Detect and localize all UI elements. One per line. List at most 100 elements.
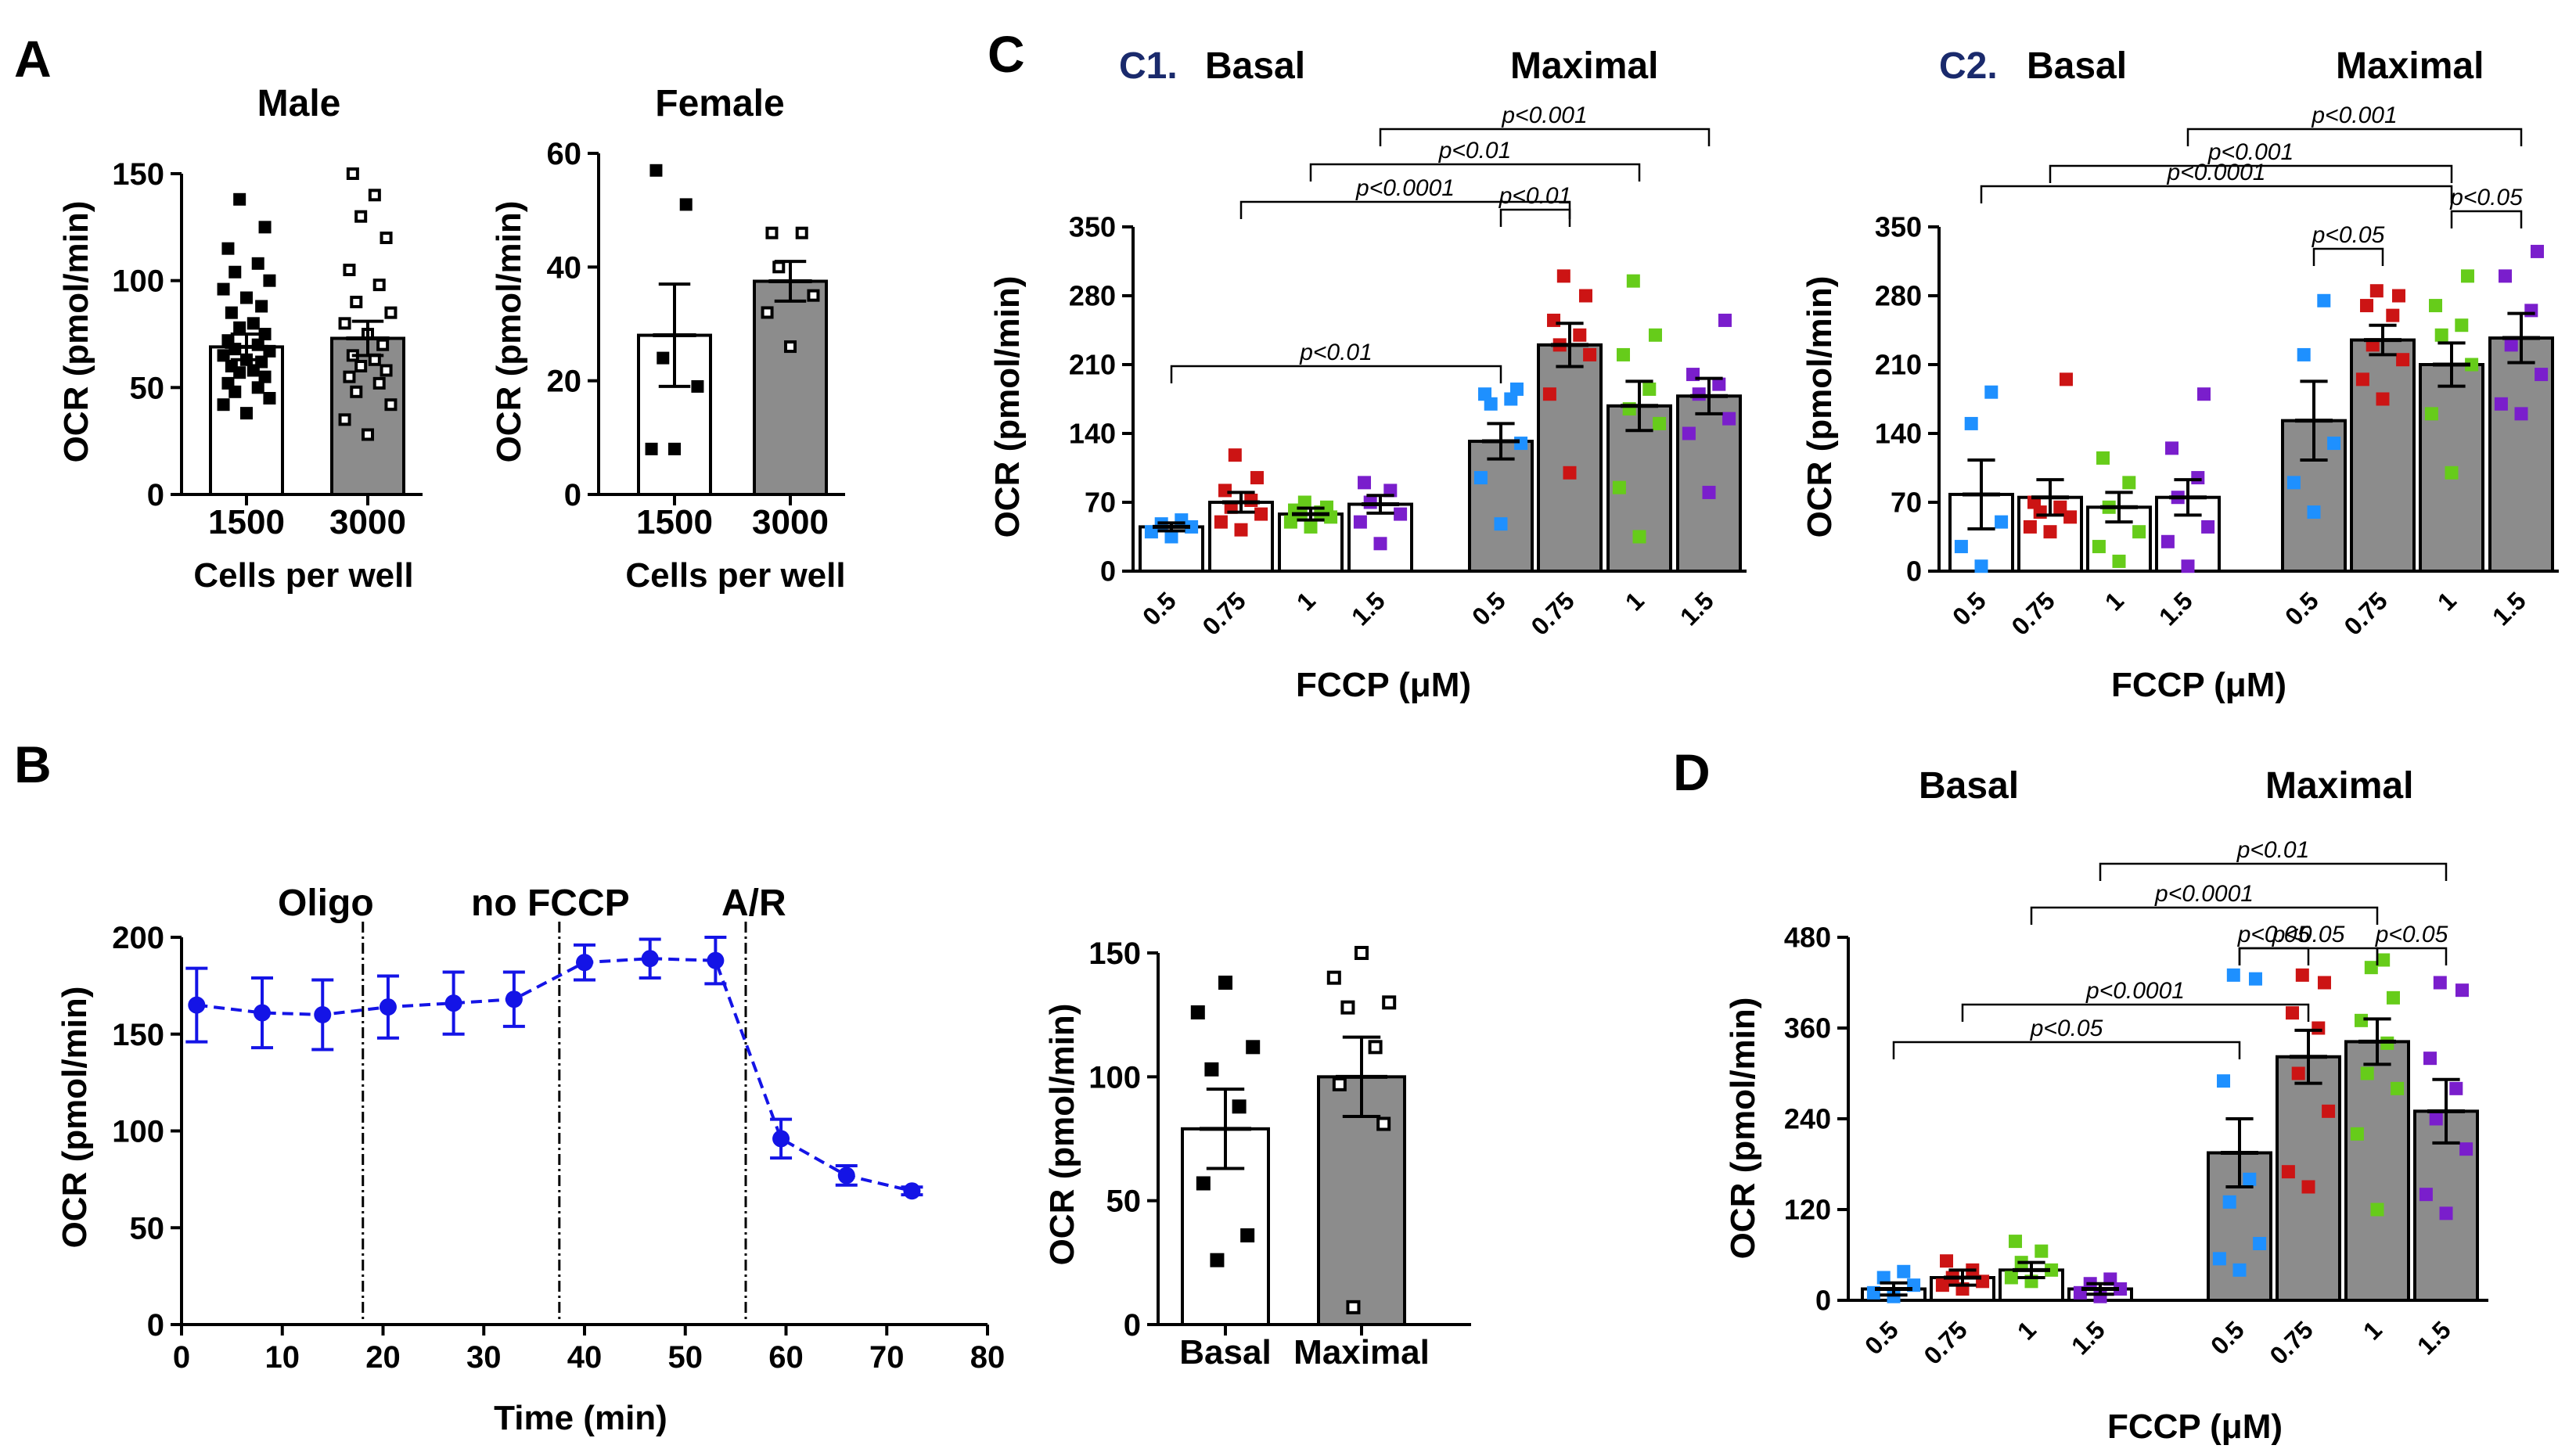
chart-c1-significance-bracket [1379,128,1711,146]
chart-d-y-tick-label: 240 [1784,1103,1831,1135]
chart-c1-significance-bracket [1239,200,1571,219]
chart-d-point [2459,1142,2473,1156]
chart-a-male-point [255,300,268,313]
chart-b-bar-x-tick-label: Maximal [1293,1333,1430,1372]
chart-a-male-point [225,360,238,372]
chart-c1-point [1718,313,1732,327]
chart-c1-point [1363,495,1377,509]
chart-d-y-tick-label: 120 [1784,1194,1831,1226]
chart-c2-point [2165,441,2179,455]
chart-a-female: 0 20 40 60 1500 3000 [547,137,845,541]
chart-d-point [2455,983,2469,998]
chart-d-xlabel: FCCP (μM) [2107,1407,2283,1446]
chart-c2-y-tick-label: 140 [1875,418,1922,450]
chart-c1-y-tick-label: 70 [1085,487,1116,519]
chart-a-male-point [343,370,356,383]
chart-c2-significance-bracket [2312,247,2384,266]
chart-d-point [2281,1165,2295,1179]
chart-b-bar-point [1340,1000,1355,1015]
chart-c1-point [1692,387,1706,401]
chart-c2-point [2396,353,2410,367]
chart-d-point [2322,1104,2336,1118]
chart-a-male-point [233,192,246,206]
chart-d-point [2114,1282,2128,1296]
chart-a-male-point [217,349,230,362]
chart-d-x-tick-label: 1.5 [2066,1315,2110,1360]
chart-c1-point [1164,530,1178,544]
chart-c2-point [2043,525,2057,539]
chart-c1-x-tick-label: 0.75 [1196,586,1250,640]
chart-d-bar [2276,1055,2341,1302]
chart-a-female-x-tick-label: 3000 [752,503,829,541]
chart-d-significance-bracket [1961,1003,2310,1022]
chart-c1-y-tick-label: 280 [1069,280,1116,312]
chart-d-point [2212,1252,2226,1266]
chart-d-point [2449,1081,2463,1095]
chart-c2-point [2327,437,2341,451]
chart-d-y-tick-label: 480 [1784,922,1831,954]
chart-c1-point [1383,484,1398,498]
chart-a-female-xlabel: Cells per well [625,556,845,595]
chart-d-point [1897,1264,1911,1278]
chart-c2-point [2286,476,2301,490]
chart-d-x-tick-label: 0.5 [2205,1315,2250,1360]
chart-c2-point [1995,515,2009,529]
chart-a-male-y-tick-label: 50 [130,371,165,405]
chart-c1-point [1228,448,1242,462]
chart-d-x-tick-label: 1 [2012,1315,2042,1345]
chart-d-bar [2344,1040,2410,1303]
chart-c2-x-tick-label: 0.5 [2279,586,2324,631]
chart-c1-point [1473,471,1488,485]
chart-c2-point [2160,534,2175,548]
chart-a-male-point [258,328,272,340]
chart-b-bar-point [1196,1176,1211,1191]
chart-d-point [2248,972,2262,986]
chart-c2-point [2059,372,2073,386]
chart-a-male-point [246,317,260,330]
chart-c2-point [2445,466,2459,480]
chart-c2-point [2524,304,2538,318]
chart-a-female-point [784,340,797,354]
chart-a-female-point [795,226,808,239]
chart-b-line-point [576,954,593,972]
chart-c2-title-basal: Basal [2027,45,2127,87]
chart-b-line-x-tick-label: 20 [365,1340,401,1375]
chart-a-female-point [668,442,681,455]
chart-a-male-point [251,381,264,394]
chart-a-male-point [350,385,363,398]
chart-b-line-point [444,994,462,1012]
chart-c2-title-prefix: C2. [1939,45,1998,87]
chart-c2-y-tick-label: 210 [1875,349,1922,381]
chart-a-male-point [380,364,393,377]
chart-d-x-tick-label: 1.5 [2412,1315,2456,1360]
chart-d-point [2423,1052,2437,1066]
chart-c2-point [1964,416,1978,430]
chart-c2-point [2504,338,2518,352]
chart-c2-y-tick-label: 0 [1906,555,1922,588]
chart-b-bar-y-tick-label: 0 [1124,1308,1141,1343]
chart-c1-x-tick-label: 0.5 [1466,586,1511,631]
chart-c1-point [1304,519,1318,534]
chart-b-line-y-tick-label: 100 [112,1115,164,1149]
chart-c2-point [2317,293,2331,307]
chart-c1-point [1254,507,1268,521]
chart-b-line-y-tick-label: 150 [112,1018,164,1052]
chart-c1-bar [1468,440,1534,573]
chart-a-male-point [221,376,235,390]
chart-b-bar-point [1204,1062,1219,1077]
chart-b-timecourse: 0 50 100 150 200 0 10 20 30 40 50 60 70 80 [112,921,1005,1375]
chart-b-bar-point [1368,1040,1383,1055]
chart-c1-significance-label: p<0.01 [1299,340,1373,365]
chart-a-female-point [807,289,820,302]
chart-d-y-tick-label: 360 [1784,1012,1831,1044]
chart-c2-title-maximal: Maximal [2336,45,2484,87]
chart-a-male-point [251,338,264,351]
chart-a-male-point [338,413,351,426]
chart-d-point [1876,1271,1891,1285]
chart-d-significance-label: p<0.05 [2272,922,2345,947]
chart-a-male-point [343,264,356,276]
chart-d-point [2217,1074,2231,1088]
chart-a-female-point [761,306,774,319]
panel-letter-b: B [14,735,52,793]
chart-b-series-line [196,957,912,1193]
